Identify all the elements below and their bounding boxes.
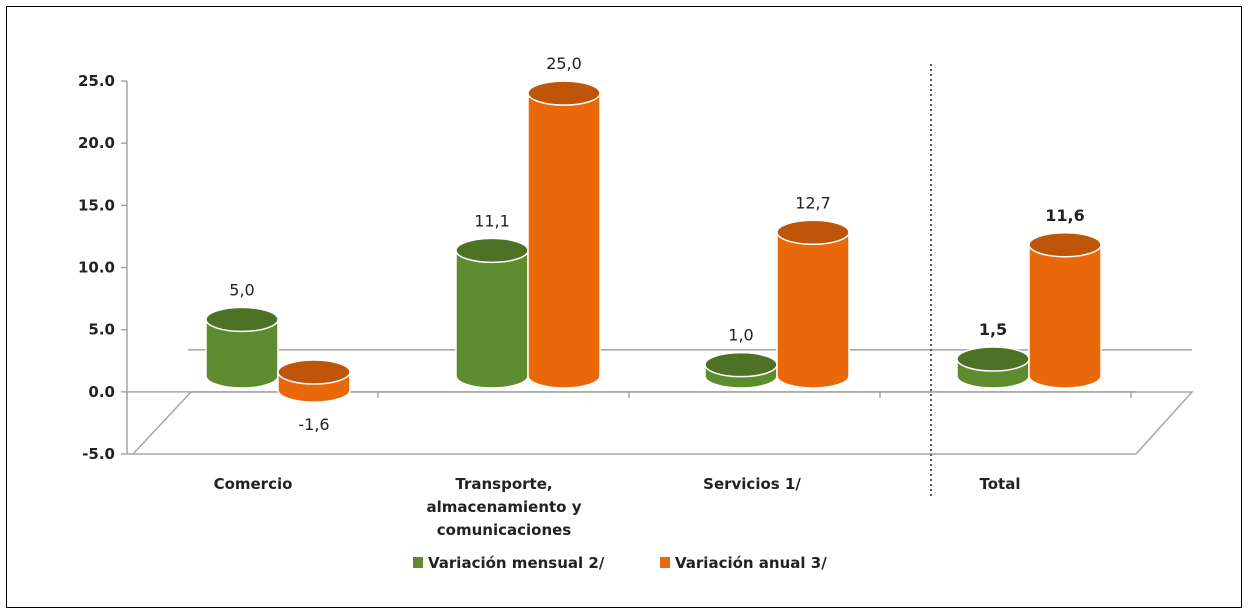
y-tick-label: -5.0 — [82, 445, 115, 463]
x-category-label: Transporte, — [455, 475, 552, 493]
bar-top — [455, 237, 529, 264]
x-category-label: almacenamiento y — [427, 498, 582, 516]
y-tick-label: 10.0 — [78, 259, 115, 277]
x-category-label: Total — [980, 475, 1021, 493]
data-label: 1,5 — [979, 320, 1007, 339]
y-tick-label: 25.0 — [78, 72, 115, 90]
data-label: 25,0 — [546, 54, 582, 73]
bar — [527, 80, 601, 389]
bar-body — [205, 318, 279, 389]
legend-label: Variación anual 3/ — [675, 554, 827, 572]
bar — [704, 351, 778, 389]
data-label: -1,6 — [298, 415, 329, 434]
bar — [776, 219, 850, 389]
bar-top — [205, 306, 279, 333]
bar-top — [1028, 232, 1102, 258]
bar-top — [776, 219, 850, 246]
bar-top — [704, 351, 778, 378]
data-label: 11,6 — [1045, 206, 1084, 225]
legend-label: Variación mensual 2/ — [428, 554, 605, 572]
legend-swatch — [413, 557, 423, 568]
bar-body — [455, 249, 529, 389]
bar — [277, 359, 351, 403]
data-label: 11,1 — [474, 211, 510, 230]
bar-top — [956, 346, 1030, 372]
x-category-label: comunicaciones — [437, 521, 572, 539]
bar-top — [527, 80, 601, 106]
legend-swatch — [660, 557, 670, 568]
y-tick-label: 20.0 — [78, 134, 115, 152]
bar-body — [527, 92, 601, 389]
data-label: 12,7 — [795, 193, 831, 212]
floor-outline — [132, 391, 1194, 455]
bar — [956, 346, 1030, 389]
y-tick-label: 15.0 — [78, 196, 115, 214]
bar-body — [776, 231, 850, 389]
bar — [1028, 232, 1102, 389]
bar-body — [1028, 244, 1102, 389]
bar — [205, 306, 279, 389]
y-tick-label: 0.0 — [88, 383, 115, 401]
x-category-label: Comercio — [214, 475, 293, 493]
bar — [455, 237, 529, 389]
bar-top — [277, 359, 351, 385]
data-label: 5,0 — [229, 280, 254, 299]
x-category-label: Servicios 1/ — [703, 475, 801, 493]
data-label: 1,0 — [728, 326, 753, 345]
y-tick-label: 5.0 — [88, 321, 115, 339]
